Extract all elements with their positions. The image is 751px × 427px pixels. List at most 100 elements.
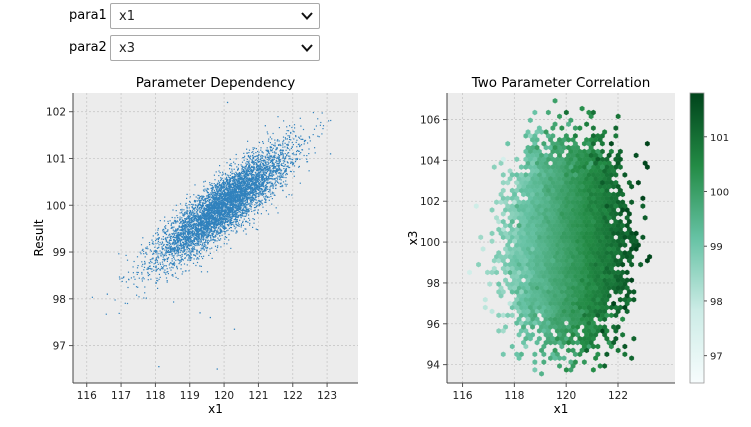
scatter-point — [259, 179, 261, 181]
para1-select[interactable]: x1 — [110, 3, 320, 29]
scatter-point — [205, 225, 207, 227]
scatter-point — [199, 237, 201, 239]
scatter-point — [210, 198, 212, 200]
scatter-point — [150, 260, 152, 262]
scatter-point — [208, 203, 210, 205]
scatter-point — [177, 228, 179, 230]
scatter-point — [270, 181, 272, 183]
scatter-point — [165, 241, 167, 243]
scatter-point — [213, 220, 215, 222]
scatter-point — [241, 215, 243, 217]
scatter-point — [105, 313, 107, 315]
scatter-point — [220, 238, 222, 240]
chevron-down-icon — [301, 44, 313, 52]
scatter-point — [165, 249, 168, 251]
scatter-x-tick-label: 118 — [145, 390, 165, 402]
scatter-point — [277, 169, 279, 171]
scatter-point — [271, 185, 273, 187]
scatter-point — [190, 211, 192, 213]
scatter-point — [275, 184, 277, 186]
scatter-point — [225, 195, 227, 197]
scatter-point — [226, 195, 228, 197]
scatter-point — [245, 205, 247, 207]
scatter-point — [224, 218, 226, 220]
scatter-point — [235, 189, 237, 191]
scatter-point — [218, 239, 220, 241]
scatter-point — [187, 259, 189, 261]
scatter-point — [184, 241, 187, 243]
scatter-point — [227, 175, 230, 177]
scatter-point — [220, 188, 223, 190]
scatter-point — [181, 226, 183, 228]
scatter-point — [253, 188, 255, 190]
scatter-point — [187, 236, 189, 238]
scatter-point — [263, 181, 265, 183]
scatter-point — [280, 164, 283, 166]
scatter-point — [174, 219, 176, 221]
scatter-point — [257, 212, 259, 214]
scatter-point — [125, 254, 127, 256]
scatter-point — [136, 273, 138, 275]
scatter-point — [216, 209, 218, 211]
scatter-point — [183, 238, 185, 240]
scatter-point — [160, 255, 162, 257]
scatter-point — [169, 248, 171, 250]
scatter-point — [162, 263, 164, 265]
scatter-point — [143, 278, 145, 280]
scatter-x-tick-label: 123 — [317, 390, 337, 402]
scatter-point — [221, 216, 223, 218]
para2-select[interactable]: x3 — [110, 35, 320, 61]
scatter-point — [186, 197, 188, 199]
scatter-point — [215, 235, 217, 237]
scatter-point — [247, 174, 250, 176]
scatter-point — [224, 227, 227, 230]
scatter-point — [191, 222, 193, 224]
scatter-point — [236, 173, 238, 175]
scatter-point — [218, 189, 220, 191]
scatter-point — [194, 248, 196, 251]
scatter-point — [237, 186, 239, 188]
scatter-point — [292, 164, 294, 166]
scatter-point — [167, 230, 169, 232]
scatter-point — [201, 214, 204, 217]
scatter-point — [295, 158, 297, 160]
scatter-point — [287, 166, 289, 168]
scatter-point — [245, 200, 247, 202]
scatter-point — [172, 229, 174, 231]
scatter-point — [249, 224, 251, 226]
scatter-point — [147, 279, 149, 281]
scatter-point — [205, 247, 207, 249]
scatter-point — [168, 234, 170, 236]
scatter-point — [279, 143, 281, 145]
scatter-point — [166, 271, 168, 273]
scatter-point — [248, 211, 250, 213]
scatter-point — [165, 239, 167, 241]
scatter-point — [186, 207, 188, 209]
scatter-point — [177, 235, 179, 237]
scatter-point — [248, 208, 250, 210]
scatter-point — [198, 235, 200, 237]
scatter-point — [192, 262, 195, 264]
scatter-point — [230, 178, 232, 180]
scatter-point — [246, 197, 248, 199]
scatter-point — [223, 186, 225, 188]
scatter-point — [272, 132, 274, 135]
scatter-point — [188, 230, 190, 232]
scatter-x-axis-label: x1 — [208, 402, 223, 416]
scatter-point — [204, 218, 206, 220]
scatter-point — [195, 196, 197, 198]
scatter-point — [171, 251, 173, 253]
scatter-point — [243, 159, 245, 161]
scatter-point — [275, 167, 277, 169]
scatter-point — [193, 238, 195, 240]
scatter-point — [182, 228, 184, 230]
scatter-point — [173, 261, 175, 263]
scatter-point — [240, 171, 242, 174]
scatter-point — [217, 222, 219, 224]
scatter-point — [231, 201, 233, 203]
scatter-point — [276, 148, 278, 150]
scatter-point — [277, 160, 279, 162]
scatter-point — [300, 144, 303, 146]
scatter-point — [155, 258, 157, 260]
scatter-point — [136, 267, 139, 269]
